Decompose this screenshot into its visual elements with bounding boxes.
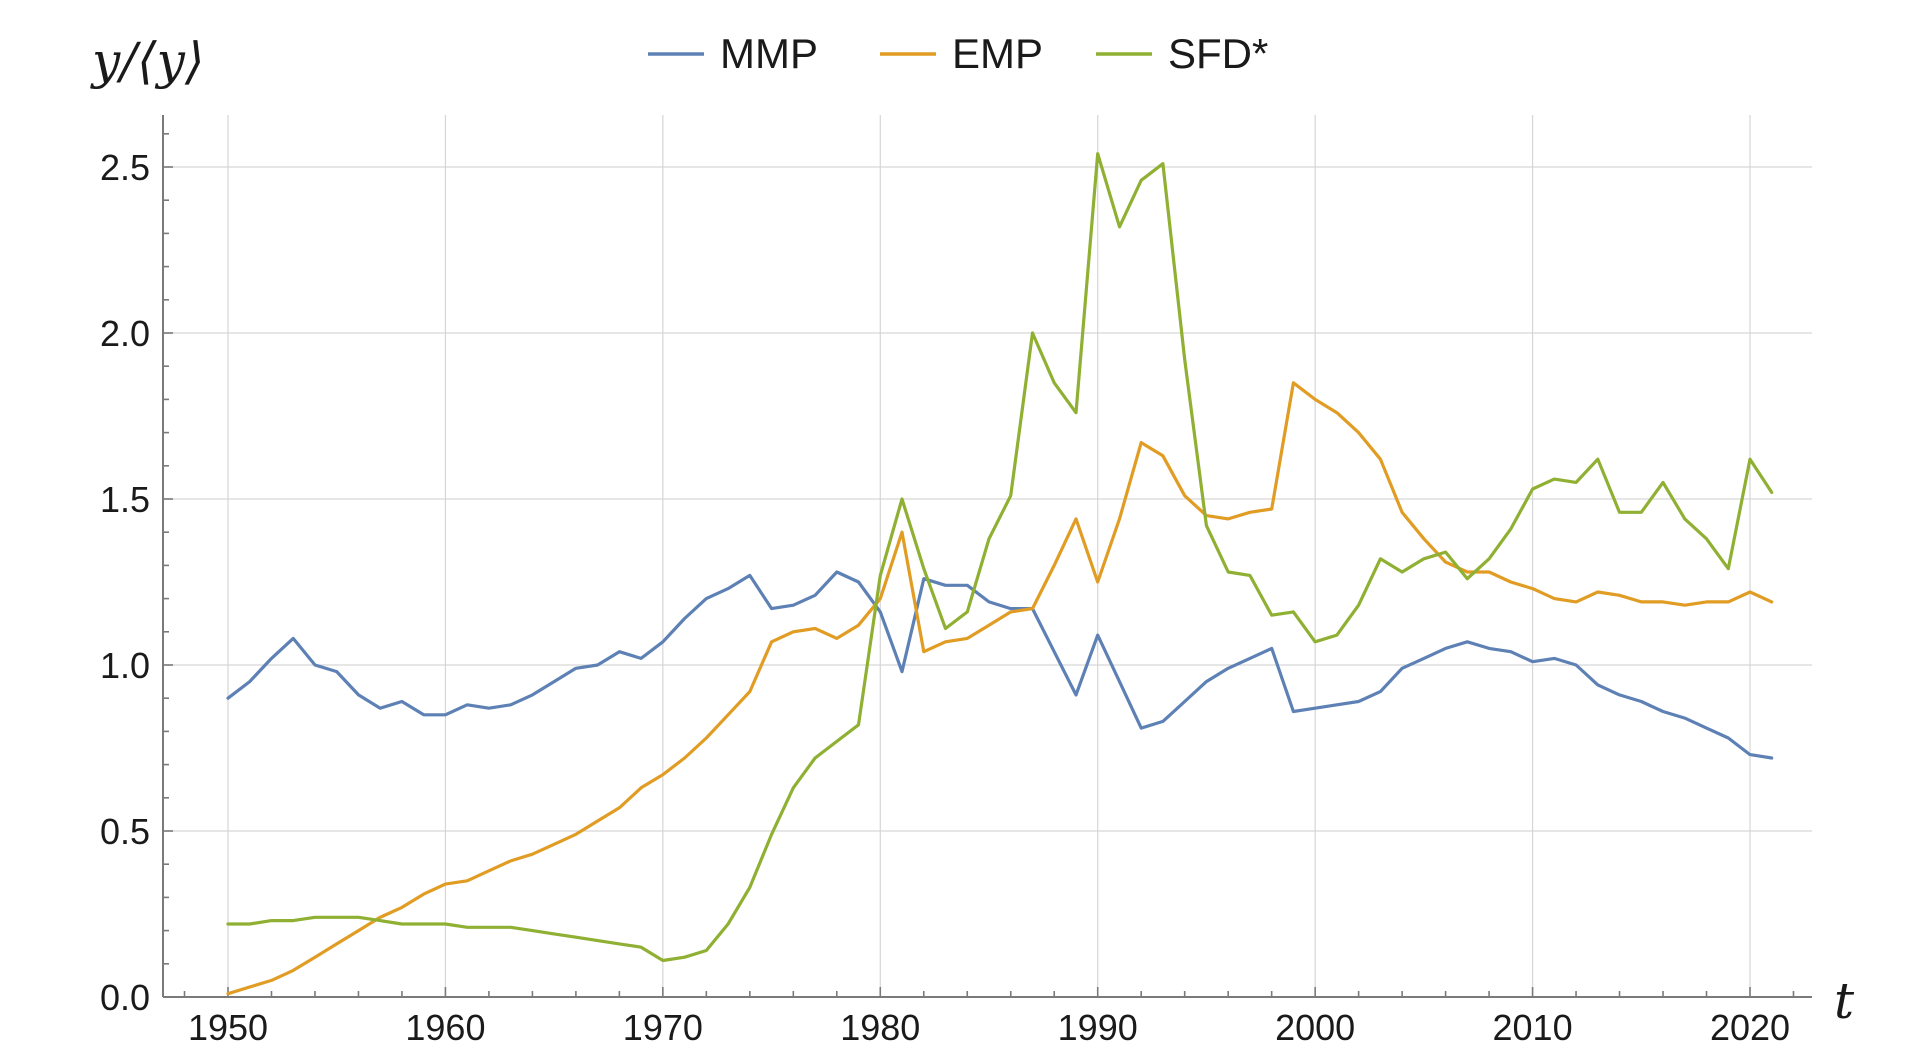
series-layer [226, 152, 1774, 996]
y-tick-label: 2.5 [100, 147, 150, 188]
series-line-sfd [226, 152, 1774, 963]
y-axis-label: y/⟨y⟩ [90, 32, 204, 90]
y-tick-label: 0.5 [100, 811, 150, 852]
y-tick-label: 2.0 [100, 313, 150, 354]
legend-label: MMP [720, 30, 818, 77]
legend-item: MMP [648, 30, 818, 77]
series-line-emp [226, 381, 1774, 996]
x-tick-label: 1990 [1058, 1007, 1138, 1048]
x-tick-label: 1970 [623, 1007, 703, 1048]
x-tick-label: 1950 [188, 1007, 268, 1048]
x-tick-label: 2010 [1493, 1007, 1573, 1048]
legend: MMP EMP SFD* [648, 30, 1268, 77]
x-tick-label: 2020 [1710, 1007, 1790, 1048]
x-tick-label: 1960 [405, 1007, 485, 1048]
grid-lines [163, 115, 1812, 997]
y-tick-label: 1.5 [100, 479, 150, 520]
y-tick-label: 1.0 [100, 645, 150, 686]
x-axis-label: t [1834, 972, 1855, 1030]
tick-labels: 1950 1960 1970 1980 1990 2000 2010 2020 0.0 0.5 1.… [100, 147, 1790, 1048]
legend-item: EMP [880, 30, 1043, 77]
x-tick-label: 2000 [1275, 1007, 1355, 1048]
legend-label: EMP [952, 30, 1043, 77]
x-tick-label: 1980 [840, 1007, 920, 1048]
axes [162, 115, 1812, 998]
legend-item: SFD* [1096, 30, 1268, 77]
series-line-mmp [226, 570, 1774, 760]
y-tick-label: 0.0 [100, 977, 150, 1018]
legend-label: SFD* [1168, 30, 1268, 77]
